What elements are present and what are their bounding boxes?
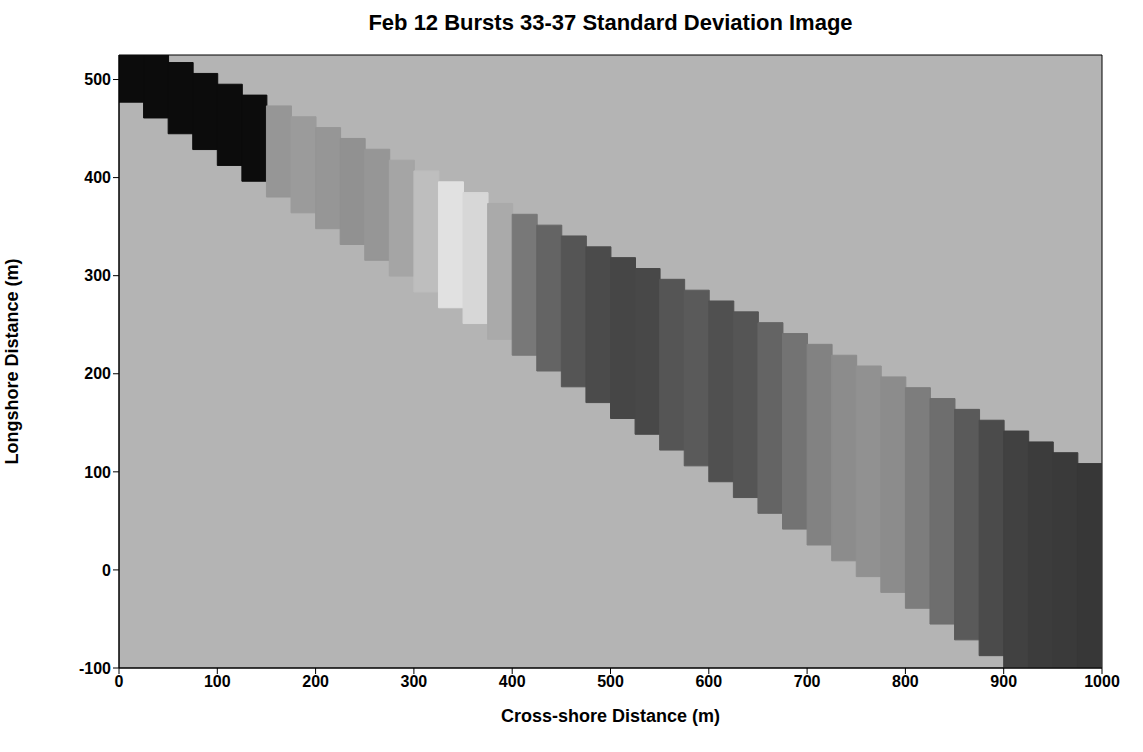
svg-text:400: 400 [499, 673, 526, 690]
svg-text:800: 800 [892, 673, 919, 690]
svg-text:Longshore Distance (m): Longshore Distance (m) [2, 258, 22, 464]
svg-text:0: 0 [102, 562, 111, 579]
svg-text:200: 200 [84, 365, 111, 382]
svg-text:500: 500 [84, 71, 111, 88]
svg-text:300: 300 [401, 673, 428, 690]
html-text:Feb 12 Bursts 33-37 Standard D: Feb 12 Bursts 33-37 Standard Deviation I… [368, 10, 853, 35]
svg-text:700: 700 [794, 673, 821, 690]
svg-text:1000: 1000 [1084, 673, 1120, 690]
svg-text:0: 0 [115, 673, 124, 690]
svg-text:300: 300 [84, 267, 111, 284]
svg-text:500: 500 [597, 673, 624, 690]
svg-text:Cross-shore Distance (m): Cross-shore Distance (m) [501, 706, 720, 726]
svg-text:600: 600 [695, 673, 722, 690]
svg-text:-100: -100 [79, 660, 111, 677]
svg-text:100: 100 [204, 673, 231, 690]
svg-text:900: 900 [990, 673, 1017, 690]
svg-text:400: 400 [84, 169, 111, 186]
svg-text:100: 100 [84, 464, 111, 481]
svg-text:200: 200 [302, 673, 329, 690]
